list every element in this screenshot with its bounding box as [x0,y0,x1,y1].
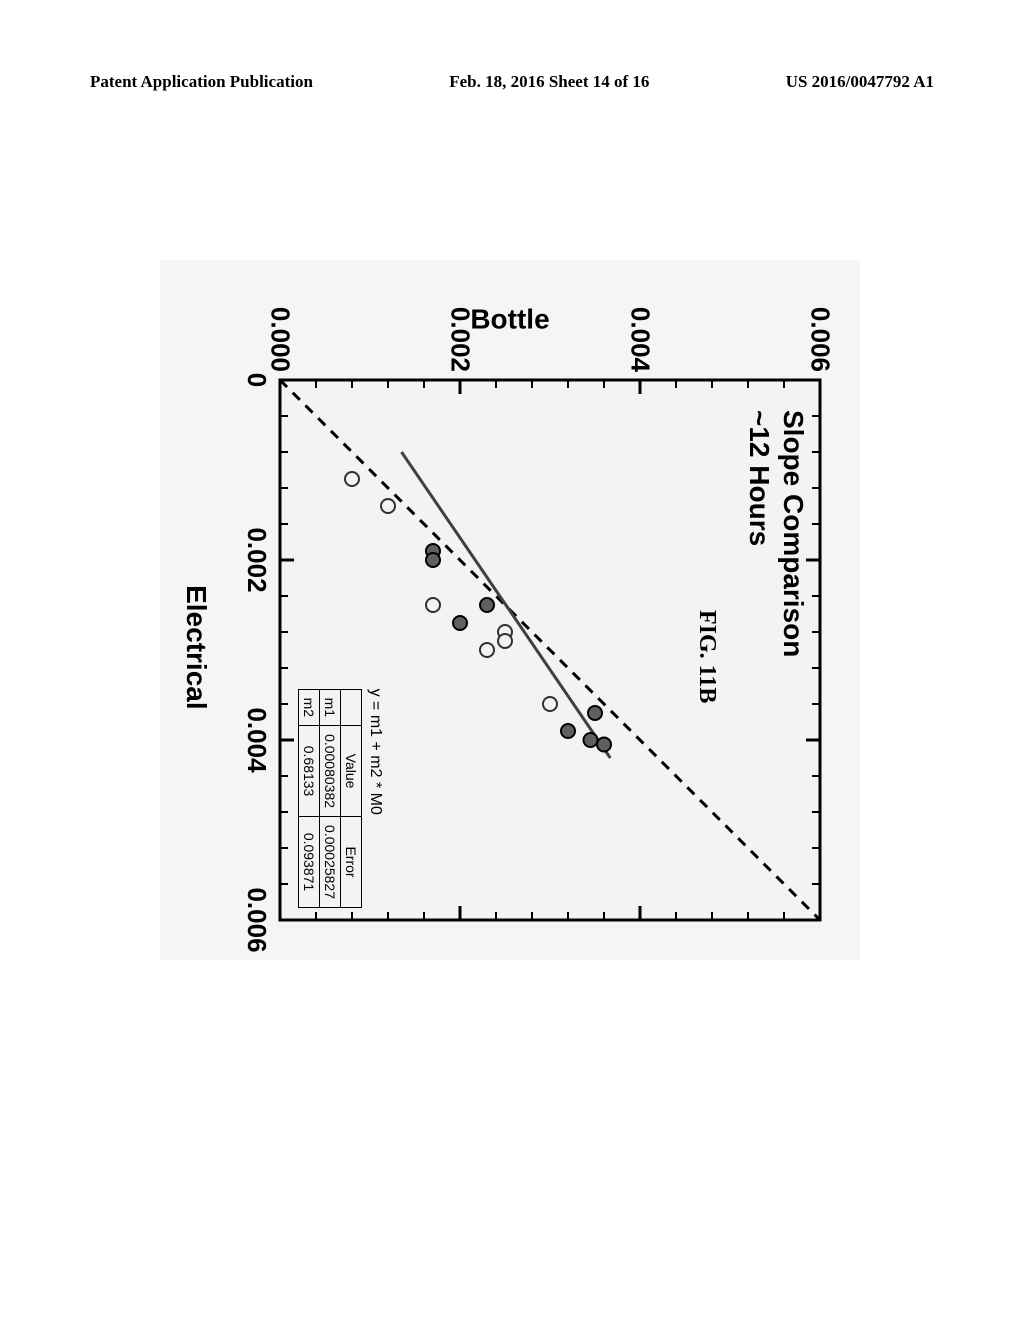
x-tick-label: 0.006 [241,887,272,952]
regression-equation: y = m1 + m2 * M0 [366,689,384,908]
x-tick-label: 0.004 [241,707,272,772]
table-header-error: Error [341,817,362,908]
table-header-blank [341,689,362,725]
chart-rotated-container: y = m1 + m2 * M0 Value Error m10.0008038… [160,260,860,960]
page-header: Patent Application Publication Feb. 18, … [90,72,934,92]
table-cell: 0.00080382 [320,726,341,817]
y-tick-label: 0.000 [265,272,296,372]
chart-title: Slope Comparison ~12 Hours [743,410,810,657]
table-cell: 0.68133 [299,726,320,817]
regression-table: y = m1 + m2 * M0 Value Error m10.0008038… [298,689,384,908]
chart-title-line1: Slope Comparison [776,410,810,657]
x-tick-label: 0 [241,373,272,387]
table-row: m10.000803820.00025827 [320,689,341,907]
plot-area: y = m1 + m2 * M0 Value Error m10.0008038… [280,380,820,920]
x-axis-label: Electrical [180,585,212,710]
y-tick-label: 0.004 [625,272,656,372]
y-tick-label: 0.006 [805,272,836,372]
x-tick-label: 0.002 [241,527,272,592]
table-cell: 0.00025827 [320,817,341,908]
regression-values-table: Value Error m10.000803820.00025827m20.68… [298,689,362,908]
table-cell: m1 [320,689,341,725]
header-center: Feb. 18, 2016 Sheet 14 of 16 [449,72,649,92]
table-cell: 0.093871 [299,817,320,908]
table-row: m20.681330.093871 [299,689,320,907]
table-cell: m2 [299,689,320,725]
figure-caption: FIG. 11B [693,610,720,703]
header-right: US 2016/0047792 A1 [786,72,934,92]
y-tick-label: 0.002 [445,272,476,372]
y-axis-label: Bottle [470,304,549,336]
header-left: Patent Application Publication [90,72,313,92]
chart-title-line2: ~12 Hours [743,410,777,657]
table-header-value: Value [341,726,362,817]
